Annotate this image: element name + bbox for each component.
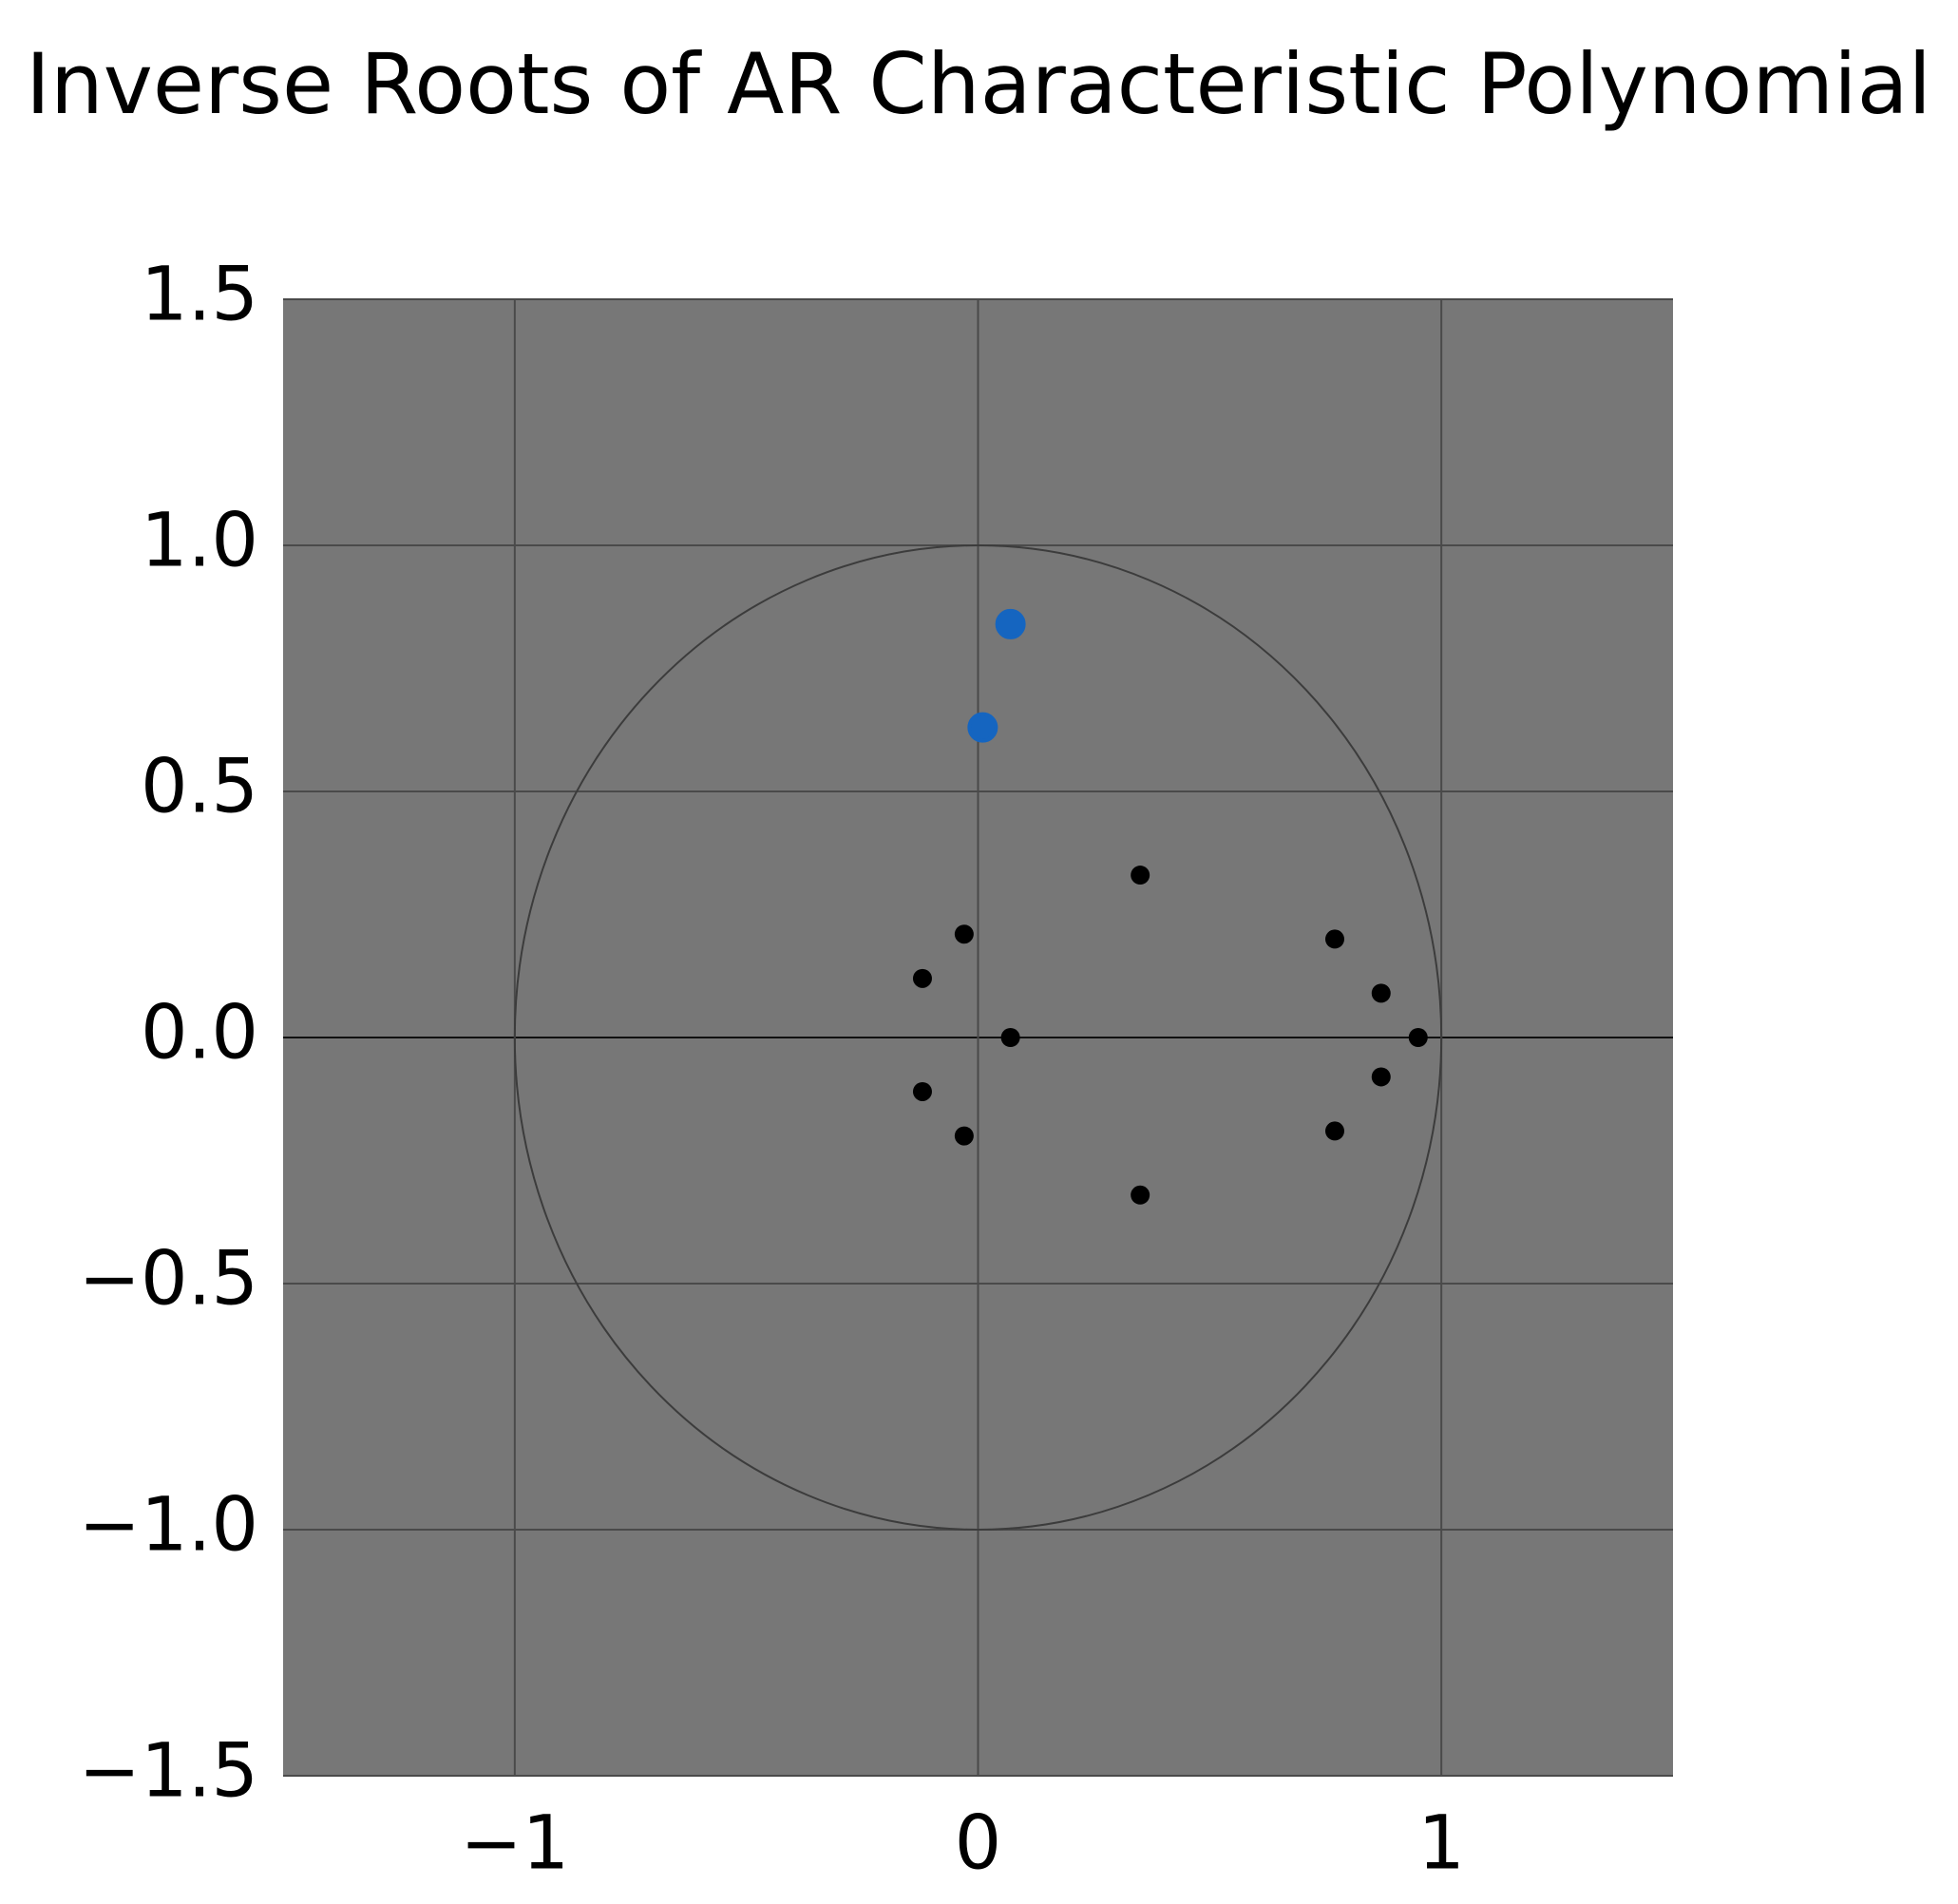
- point: [912, 1081, 932, 1101]
- point: [1408, 1028, 1428, 1047]
- x-tick-label: 1: [1417, 1800, 1465, 1886]
- point: [1131, 1185, 1150, 1205]
- y-tick-label: −1.0: [79, 1482, 258, 1568]
- point: [1371, 1067, 1391, 1087]
- point: [1325, 929, 1345, 949]
- chart-title: Inverse Roots of AR Characteristic Polyn…: [26, 35, 1931, 133]
- unit-circle: [513, 544, 1443, 1531]
- y-tick-label: −1.5: [79, 1728, 258, 1814]
- point: [1325, 1121, 1345, 1141]
- y-tick-label: 0.5: [141, 744, 258, 829]
- point: [995, 608, 1026, 639]
- point: [912, 968, 932, 988]
- y-tick-label: 0.0: [141, 990, 258, 1076]
- y-tick-label: −0.5: [79, 1236, 258, 1322]
- point: [1000, 1028, 1020, 1047]
- x-tick-label: 0: [955, 1800, 1002, 1886]
- point: [1131, 866, 1150, 885]
- point: [967, 712, 998, 743]
- point: [1371, 983, 1391, 1003]
- point: [954, 924, 974, 944]
- y-tick-label: 1.5: [141, 252, 258, 337]
- point: [954, 1126, 974, 1146]
- y-tick-label: 1.0: [141, 498, 258, 583]
- x-tick-label: −1: [460, 1800, 569, 1886]
